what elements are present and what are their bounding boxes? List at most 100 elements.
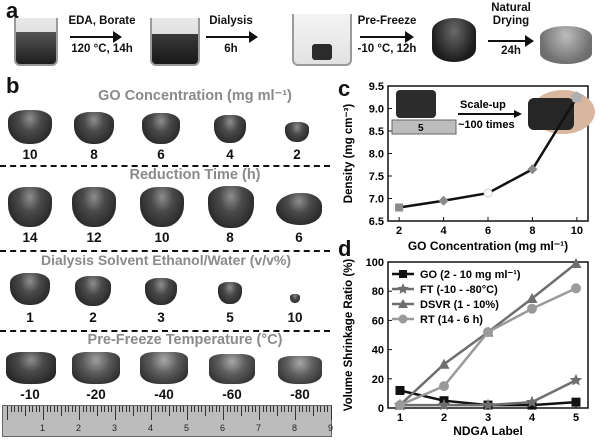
x-tick-label: 8 (529, 225, 535, 237)
sample-label: 8 (90, 147, 98, 162)
data-point (439, 381, 449, 392)
step-label-top: Natural Drying (491, 2, 531, 27)
ruler-tick (223, 406, 224, 420)
ruler-tick (46, 406, 48, 412)
aerogel-sample (208, 186, 254, 228)
ruler-tick (125, 406, 127, 412)
ruler-tick (320, 406, 322, 412)
process-arrow (206, 31, 258, 43)
ruler-tick (233, 406, 235, 412)
step-label-bottom: 6h (224, 43, 238, 55)
ruler-tick (197, 406, 199, 412)
inset-times-text: ~100 times (458, 119, 515, 131)
ruler-label: 2 (76, 423, 82, 433)
sample-label: 10 (22, 147, 38, 162)
aerogel-sample (218, 282, 242, 304)
x-axis-label: NDGA Label (453, 424, 523, 438)
ruler-tick (251, 406, 253, 412)
ruler-tick (295, 406, 296, 420)
ruler-tick (82, 406, 84, 412)
sample-label: -20 (86, 387, 106, 402)
ruler-tick (172, 406, 174, 412)
row-divider (0, 250, 330, 252)
ruler-tick (75, 406, 77, 412)
sample-label: 4 (226, 147, 234, 162)
ruler-tick (43, 406, 44, 420)
aerogel-sample (209, 354, 255, 384)
x-tick-label: 2 (396, 225, 402, 237)
aerogel-sample (278, 356, 322, 384)
ruler-tick (100, 406, 102, 412)
aerogel-sample (74, 112, 114, 144)
inset-ruler (391, 119, 457, 135)
ruler-label: 6 (220, 423, 226, 433)
aerogel-sample (276, 193, 322, 225)
y-tick-label: 9.5 (369, 81, 384, 93)
data-point (569, 373, 583, 386)
ruler-tick (39, 406, 41, 412)
ruler-tick (79, 406, 80, 420)
y-tick-label: 7.5 (369, 171, 384, 183)
data-point (527, 303, 537, 314)
data-point (571, 283, 581, 294)
data-point (483, 327, 493, 338)
ruler-tick (176, 406, 178, 412)
x-axis-label: GO Concentration (mg ml⁻¹) (408, 239, 568, 253)
y-tick-label: 0 (378, 403, 384, 415)
inset-scale-up-text: Scale-up (460, 99, 506, 111)
ruler-tick (147, 406, 149, 412)
aerogel-sample (142, 113, 180, 144)
sample-label: 10 (154, 230, 170, 245)
x-tick-label: 3 (485, 412, 491, 424)
ruler-tick (219, 406, 221, 412)
ruler-tick (86, 406, 88, 412)
panel-c-label: c (338, 76, 351, 101)
ruler-tick (89, 406, 91, 412)
aerogel-sample (290, 294, 300, 303)
sample-label: 6 (295, 230, 303, 245)
y-tick-label: 8.5 (369, 126, 384, 138)
inset-small-aerogel (396, 90, 436, 118)
ruler-tick (32, 406, 34, 412)
ruler-tick (122, 406, 124, 412)
ruler-label: 9 (328, 423, 334, 433)
ruler-tick (226, 406, 228, 412)
inset-ruler-mark: 5 (418, 123, 424, 134)
ruler-tick (53, 406, 55, 412)
y-axis-label: Density (mg cm⁻³) (343, 104, 355, 204)
ruler-tick (50, 406, 52, 412)
ruler-tick (151, 406, 152, 420)
ruler-tick (17, 406, 19, 412)
legend-label: FT (-10 - -80°C) (420, 284, 498, 296)
ruler-tick (118, 406, 120, 412)
step-label-bottom: 120 °C, 14h (71, 43, 133, 55)
y-tick-label: 40 (372, 345, 384, 357)
process-arrow (488, 35, 534, 47)
sample-label: 10 (287, 310, 303, 325)
data-point (481, 398, 495, 411)
step-label-top: Pre-Freeze (357, 15, 417, 27)
aerogel-sample (285, 122, 309, 142)
panel-d-label: d (338, 236, 352, 261)
data-point (525, 395, 539, 408)
sample-label: 14 (22, 230, 38, 245)
ruler-tick (115, 406, 116, 420)
ruler-tick (280, 406, 282, 412)
x-tick-label: 1 (397, 412, 403, 424)
beaker-dialysis (292, 14, 352, 66)
aerogel-sample (72, 187, 116, 227)
data-point (483, 188, 493, 198)
frozen-hydrogel-image (432, 18, 476, 62)
step-label-bottom: -10 °C, 12h (357, 43, 417, 55)
row-title-reduction-time: Reduction Time (h) (129, 167, 261, 183)
ruler-tick (35, 406, 37, 412)
y-tick-label: 6.5 (369, 216, 384, 228)
step-label-bottom: 24h (501, 45, 521, 57)
process-arrow (70, 31, 122, 43)
ruler-tick (61, 406, 62, 416)
data-point (395, 203, 404, 212)
ruler-tick (230, 406, 232, 412)
data-point (398, 299, 408, 308)
x-tick-label: 6 (485, 225, 491, 237)
ruler-tick (208, 406, 210, 412)
